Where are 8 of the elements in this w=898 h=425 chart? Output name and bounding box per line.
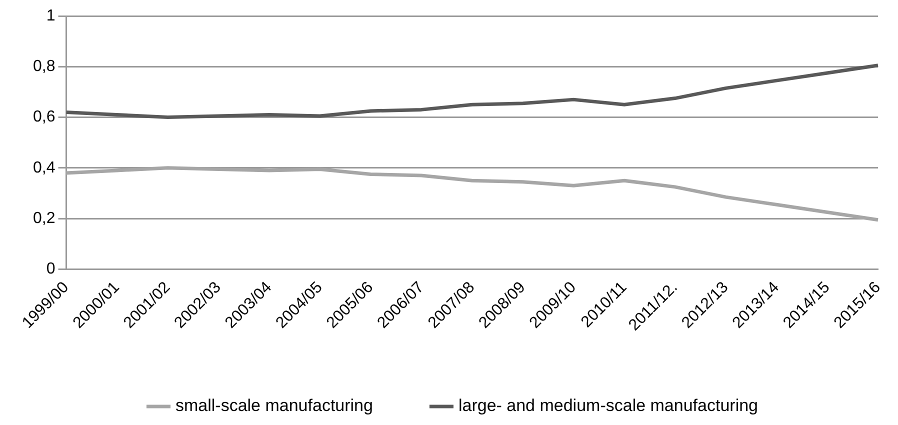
legend-label: small-scale manufacturing: [176, 396, 373, 416]
y-tick-label: 0,6: [32, 108, 56, 126]
y-tick-label: 0,4: [32, 159, 56, 176]
y-tick-label: 1: [46, 7, 56, 24]
y-tick-label: 0,8: [32, 58, 56, 76]
legend-label: large- and medium-scale manufacturing: [458, 396, 758, 416]
y-tick-label: 0: [46, 260, 56, 278]
y-tick-label: 0,2: [32, 210, 56, 227]
